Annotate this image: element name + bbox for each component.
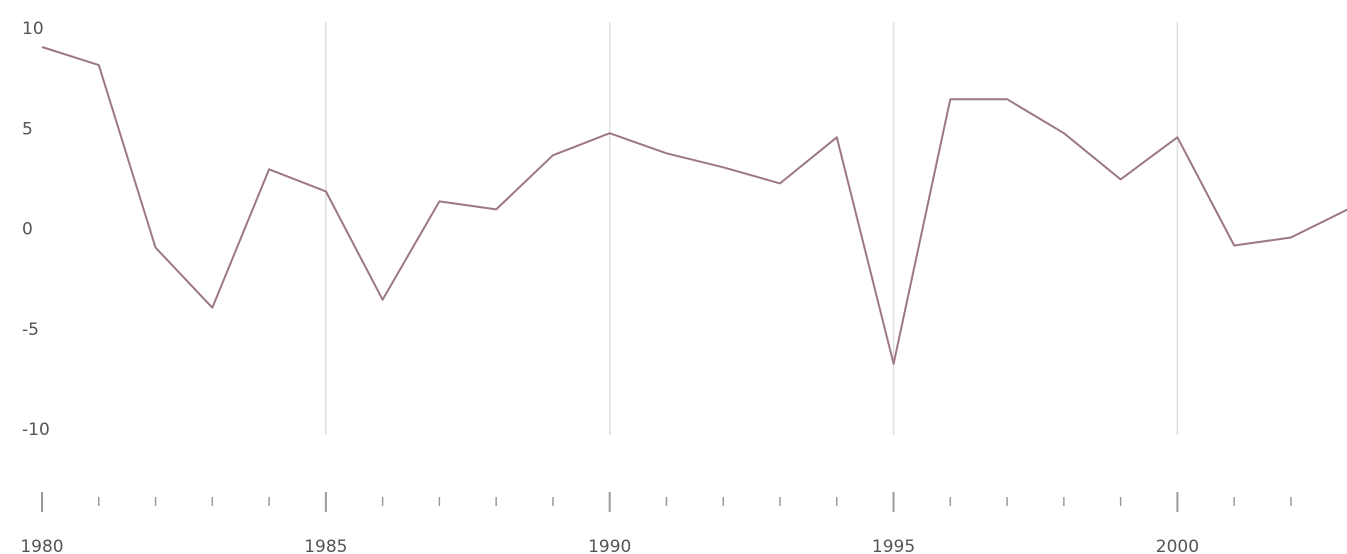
y-tick-label-10: 10 [22, 19, 44, 39]
vertical-gridlines [325, 22, 1179, 435]
y-tick-label-5: 5 [22, 119, 33, 139]
y-tick-label--10: -10 [22, 420, 50, 440]
x-tick-label-1985: 1985 [304, 537, 347, 554]
x-axis: 1980198519901995200020052010201520202025 [20, 492, 1347, 554]
x-tick-label-1990: 1990 [588, 537, 631, 554]
y-tick-label-0: 0 [22, 220, 33, 240]
x-tick-label-2000: 2000 [1156, 537, 1199, 554]
x-tick-label-1980: 1980 [20, 537, 63, 554]
x-tick-label-1995: 1995 [872, 537, 915, 554]
series-layer [41, 46, 1347, 365]
series-line [41, 46, 1347, 365]
y-axis-tick-labels: 10 5 0 -5 -10 [22, 19, 50, 440]
y-tick-label--5: -5 [22, 320, 39, 340]
